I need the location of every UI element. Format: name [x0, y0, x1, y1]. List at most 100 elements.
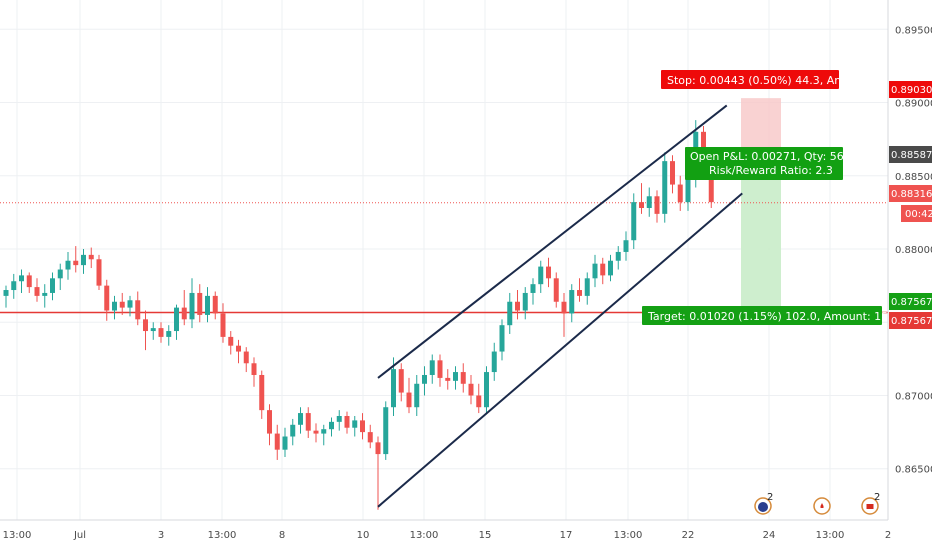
- candle: [81, 249, 86, 274]
- canada-flag-icon: [820, 503, 824, 508]
- candle-body: [298, 413, 303, 425]
- candle-body: [88, 254, 94, 260]
- candle: [150, 322, 156, 340]
- australia-flag-icon: [758, 502, 768, 512]
- candle-body: [608, 260, 613, 276]
- candle: [360, 413, 365, 440]
- candle-body: [34, 287, 40, 296]
- candle-body: [360, 420, 365, 433]
- candle: [429, 354, 435, 384]
- candle-body: [708, 166, 714, 203]
- candle: [243, 347, 249, 373]
- price-tag-support-1: 0.87567: [889, 293, 932, 310]
- canada-flag-icon-2: [866, 504, 874, 509]
- candle-body: [259, 374, 265, 411]
- candle: [228, 331, 234, 355]
- time-tick-label: 3: [158, 530, 164, 541]
- candle-body: [460, 372, 466, 384]
- channel-lower-line[interactable]: [377, 192, 743, 508]
- candle-body: [546, 266, 551, 279]
- time-tick-label: 13:00: [208, 530, 237, 541]
- candle-body: [189, 292, 195, 320]
- candle-body: [19, 275, 24, 282]
- time-tick-label: 13:00: [816, 530, 845, 541]
- candle: [476, 383, 482, 414]
- candle: [445, 369, 451, 390]
- candle: [197, 284, 203, 323]
- candle: [26, 272, 32, 293]
- candle-body: [42, 292, 48, 296]
- candle-body: [181, 307, 187, 320]
- target-label[interactable]: Target: 0.01020 (1.15%) 102.0, Amount: 1…: [642, 306, 920, 325]
- candle: [305, 407, 311, 438]
- candle-body: [344, 416, 350, 428]
- price-axis[interactable]: 0.895000.890000.885000.880000.875000.870…: [887, 0, 932, 520]
- candle: [3, 285, 9, 308]
- candle: [290, 418, 296, 446]
- candle-body: [623, 240, 629, 252]
- candle: [530, 278, 536, 305]
- candle-body: [313, 430, 319, 434]
- candle: [158, 322, 164, 343]
- time-tick-label: 15: [479, 530, 492, 541]
- candle-body: [26, 275, 32, 288]
- candle: [383, 401, 389, 460]
- channel-upper-line[interactable]: [377, 104, 728, 379]
- candle-body: [398, 369, 404, 393]
- candle: [174, 304, 179, 340]
- price-tag-support-2-text: 0.87567: [891, 316, 932, 327]
- stop-label[interactable]: Stop: 0.00443 (0.50%) 44.3, Amount: 750: [661, 70, 898, 89]
- price-tag-last: 0.88316: [889, 185, 932, 202]
- candle: [19, 269, 24, 293]
- pnl-label[interactable]: Open P&L: 0.00271, Qty: 56433 Risk/Rewar…: [685, 147, 865, 180]
- take-profit-zone: [741, 163, 781, 313]
- candle-body: [236, 345, 241, 352]
- candle: [375, 436, 381, 510]
- candle: [468, 374, 474, 405]
- candle: [484, 366, 489, 414]
- candle-body: [220, 313, 226, 337]
- candle-body: [507, 301, 513, 326]
- candle: [220, 303, 226, 343]
- candle-body: [367, 432, 373, 443]
- candle: [236, 339, 241, 364]
- candle: [336, 410, 342, 431]
- candle: [584, 272, 590, 305]
- time-axis[interactable]: 13:00 Jul 3 13:00 8 10 13:00 15 17 13:00 22 24 13:00…: [0, 519, 891, 541]
- candle: [406, 377, 412, 414]
- candle: [639, 183, 644, 214]
- candle-body: [654, 196, 660, 214]
- candle: [391, 357, 396, 416]
- stop-label-text: Stop: 0.00443 (0.50%) 44.3, Amount: 750: [667, 74, 898, 87]
- candle: [267, 404, 272, 446]
- event-badge-1-count: 2: [767, 492, 773, 503]
- candle-body: [538, 266, 544, 285]
- candle-body: [406, 392, 412, 408]
- candle-body: [104, 285, 110, 311]
- candle-body: [96, 259, 102, 286]
- countdown-text: 00:42: [905, 209, 932, 220]
- candle: [600, 257, 606, 285]
- candle-body: [685, 178, 691, 203]
- event-badge-3[interactable]: 2: [861, 492, 880, 515]
- candle: [119, 292, 125, 315]
- candle-body: [112, 301, 117, 311]
- candle: [631, 193, 637, 250]
- event-badge-2[interactable]: [813, 497, 831, 515]
- candle: [42, 284, 48, 308]
- event-badge-3-count: 2: [874, 492, 880, 503]
- price-tag-last-text: 0.88316: [891, 189, 932, 200]
- time-tick-label: 13:00: [410, 530, 439, 541]
- candle: [57, 263, 63, 291]
- candle-body: [453, 372, 458, 381]
- price-tag-stop-text: 0.89030: [891, 85, 932, 96]
- ascending-channel[interactable]: [377, 104, 743, 508]
- grid: [0, 0, 889, 520]
- event-badge-1[interactable]: 2: [754, 492, 773, 515]
- candle-body: [11, 281, 17, 291]
- candle-body: [391, 369, 396, 408]
- candle: [646, 187, 652, 217]
